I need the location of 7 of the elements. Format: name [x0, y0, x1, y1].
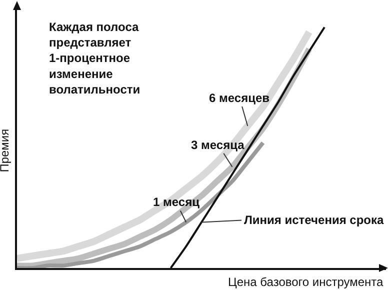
series-label: 3 месяца	[191, 138, 245, 152]
series-label: 6 месяцев	[209, 91, 270, 105]
series-label: 1 месяц	[153, 195, 200, 209]
y-axis-title: Премия	[0, 128, 12, 172]
annotation: Каждая полоса представляет 1-процентное изменение волатильности	[49, 20, 140, 96]
x-axis-title: Цена базового инструмента	[228, 275, 384, 289]
text: Линия истечения срока	[244, 213, 384, 227]
